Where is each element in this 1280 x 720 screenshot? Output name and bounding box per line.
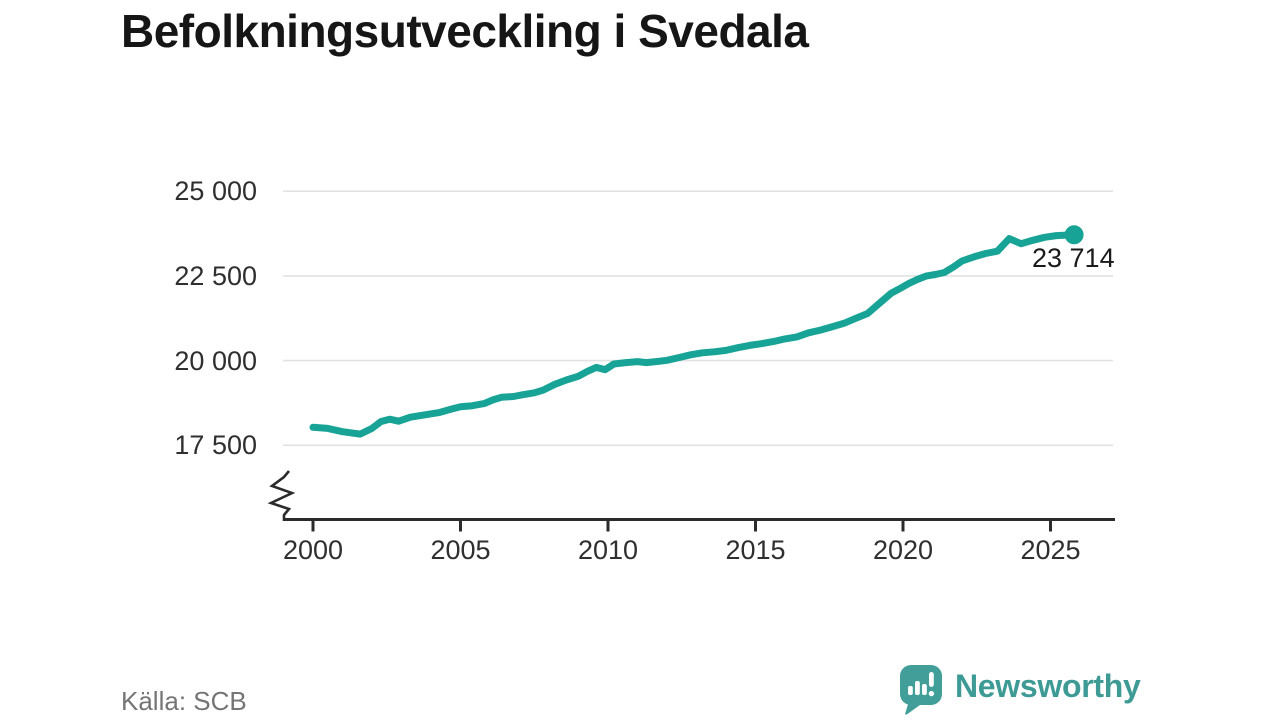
y-tick-label: 22 500 [174,260,257,291]
x-tick-label: 2010 [577,535,639,565]
x-tick-label: 2025 [1020,535,1081,565]
x-axis [283,518,1115,532]
newsworthy-logo-icon [900,664,942,715]
x-tick-label: 2015 [725,535,786,565]
axis-break-icon [267,470,296,521]
newsworthy-branding: Newsworthy [897,663,1141,715]
x-tick-label: 2005 [430,535,491,565]
newsworthy-wordmark: Newsworthy [955,667,1141,704]
series-end-dot [1064,225,1084,245]
series-end-value-label: 23 714 [1032,243,1115,273]
gridlines [283,190,1113,447]
source-credit: Källa: SCB [121,686,247,716]
x-tick-label: 2000 [282,535,344,565]
page-title: Befolkningsutveckling i Svedala [121,5,809,57]
x-tick-label: 2020 [872,535,934,565]
y-tick-label: 25 000 [174,176,257,207]
y-tick-label: 17 500 [174,430,257,461]
y-tick-label: 20 000 [174,345,257,376]
population-series-line [309,231,1078,438]
